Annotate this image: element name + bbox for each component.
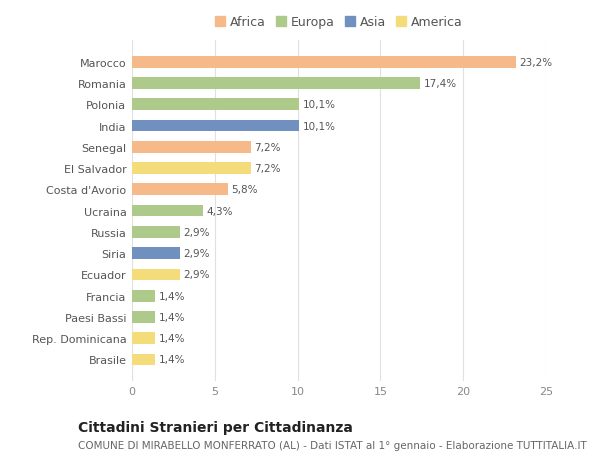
Bar bbox=[132, 184, 228, 196]
Bar bbox=[132, 354, 155, 365]
Text: 23,2%: 23,2% bbox=[520, 57, 553, 67]
Text: Cittadini Stranieri per Cittadinanza: Cittadini Stranieri per Cittadinanza bbox=[78, 420, 353, 434]
Bar bbox=[132, 99, 299, 111]
Bar bbox=[132, 333, 155, 344]
Bar bbox=[132, 57, 516, 68]
Bar bbox=[132, 290, 155, 302]
Text: 7,2%: 7,2% bbox=[254, 164, 281, 174]
Text: 7,2%: 7,2% bbox=[254, 142, 281, 152]
Text: 2,9%: 2,9% bbox=[184, 249, 210, 258]
Bar bbox=[132, 78, 420, 90]
Text: 1,4%: 1,4% bbox=[158, 291, 185, 301]
Bar bbox=[132, 142, 251, 153]
Text: 4,3%: 4,3% bbox=[206, 206, 233, 216]
Bar bbox=[132, 311, 155, 323]
Bar bbox=[132, 269, 180, 280]
Bar bbox=[132, 227, 180, 238]
Text: COMUNE DI MIRABELLO MONFERRATO (AL) - Dati ISTAT al 1° gennaio - Elaborazione TU: COMUNE DI MIRABELLO MONFERRATO (AL) - Da… bbox=[78, 440, 587, 450]
Text: 17,4%: 17,4% bbox=[424, 79, 457, 89]
Bar bbox=[132, 205, 203, 217]
Bar bbox=[132, 120, 299, 132]
Text: 2,9%: 2,9% bbox=[184, 270, 210, 280]
Text: 1,4%: 1,4% bbox=[158, 334, 185, 343]
Bar bbox=[132, 248, 180, 259]
Text: 2,9%: 2,9% bbox=[184, 227, 210, 237]
Text: 5,8%: 5,8% bbox=[232, 185, 258, 195]
Text: 1,4%: 1,4% bbox=[158, 355, 185, 365]
Text: 1,4%: 1,4% bbox=[158, 312, 185, 322]
Legend: Africa, Europa, Asia, America: Africa, Europa, Asia, America bbox=[212, 14, 466, 32]
Text: 10,1%: 10,1% bbox=[302, 121, 335, 131]
Text: 10,1%: 10,1% bbox=[302, 100, 335, 110]
Bar bbox=[132, 163, 251, 174]
